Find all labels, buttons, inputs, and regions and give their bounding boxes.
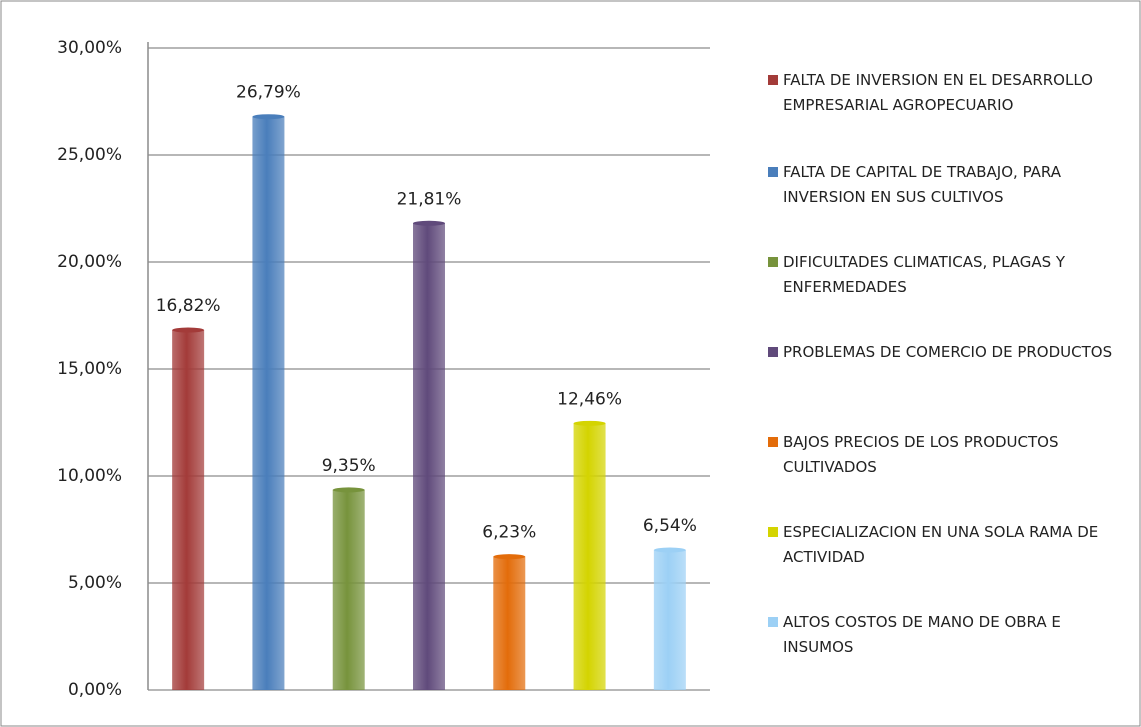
data-label: 9,35% (322, 456, 376, 476)
bar (653, 550, 686, 690)
legend-swatch (768, 617, 778, 627)
legend-label: ALTOS COSTOS DE MANO DE OBRA E INSUMOS (783, 613, 1066, 656)
bar-top (172, 327, 205, 333)
bar (413, 223, 445, 691)
legend-swatch (768, 167, 778, 177)
y-tick-label: 0,00% (68, 680, 122, 700)
y-tick-label: 30,00% (57, 38, 122, 58)
y-tick-label: 15,00% (57, 359, 122, 379)
bar (332, 489, 365, 690)
bar (172, 330, 205, 690)
bar-top (573, 420, 606, 426)
bar (573, 423, 606, 690)
y-tick-label: 5,00% (68, 573, 122, 593)
bar (252, 116, 285, 691)
legend-label: FALTA DE INVERSION EN EL DESARROLLO EMPR… (783, 71, 1098, 114)
legend-label: PROBLEMAS DE COMERCIO DE PRODUCTOS (783, 343, 1112, 361)
bar-top (493, 554, 526, 560)
legend-swatch (768, 257, 778, 267)
data-label: 26,79% (236, 83, 301, 103)
legend-label: ESPECIALIZACION EN UNA SOLA RAMA DE ACTI… (783, 523, 1103, 566)
bar-top (413, 220, 445, 226)
y-tick-label: 10,00% (57, 466, 122, 486)
legend-swatch (768, 527, 778, 537)
data-label: 6,23% (482, 523, 536, 543)
bar-top (653, 547, 686, 553)
data-label: 6,54% (643, 516, 697, 536)
data-label: 16,82% (156, 296, 221, 316)
bar (493, 556, 526, 690)
y-tick-label: 20,00% (57, 252, 122, 272)
legend-swatch (768, 75, 778, 85)
legend-swatch (768, 437, 778, 447)
bar-top (252, 114, 285, 120)
bar-top (332, 487, 365, 493)
legend-label: FALTA DE CAPITAL DE TRABAJO, PARA INVERS… (783, 163, 1066, 206)
data-label: 12,46% (557, 389, 622, 409)
legend-swatch (768, 347, 778, 357)
legend-label: BAJOS PRECIOS DE LOS PRODUCTOS CULTIVADO… (783, 433, 1063, 476)
data-label: 21,81% (397, 189, 462, 209)
y-tick-label: 25,00% (57, 145, 122, 165)
legend-label: DIFICULTADES CLIMATICAS, PLAGAS Y ENFERM… (783, 253, 1070, 296)
